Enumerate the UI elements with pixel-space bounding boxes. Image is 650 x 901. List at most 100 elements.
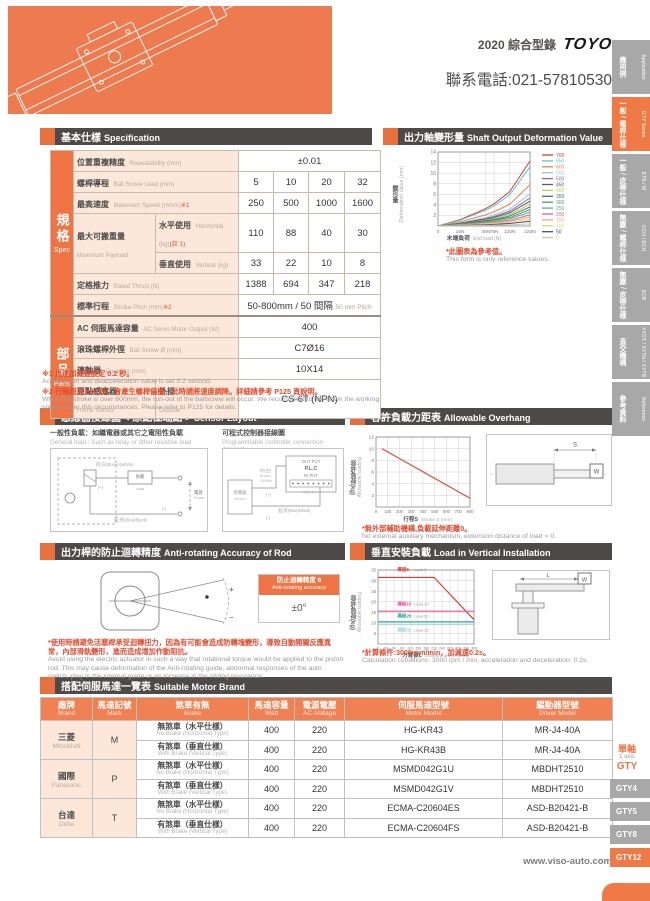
deform-y-axis-label: 變形量 Deformation Value (mm) <box>391 165 405 223</box>
sidebar-tab-xygt-xyth-xytb[interactable]: XYGT / XYTH / XYTB 直交機構 <box>612 325 650 379</box>
cell-value: MBDHT2510 <box>502 759 613 780</box>
sidebar-tab-ecb[interactable]: ECB 無塵 / 皮帶仕樣 <box>612 268 650 322</box>
svg-text:0: 0 <box>377 647 379 651</box>
svg-text:6: 6 <box>433 192 436 198</box>
cell-value: ASD-B20421-B <box>502 817 613 838</box>
svg-text:300: 300 <box>455 647 461 651</box>
motor-table-row: 台達 Delta T 無煞車（水平仕樣） No Brake (Horizontal Ty… <box>40 798 613 838</box>
row-label: 滾珠螺桿外徑 Ball Screw Ø (mm) <box>73 337 239 359</box>
spec-table: 規格 Spec 位置重複精度 Repeatability (mm) ±0.01 螺… <box>50 150 382 419</box>
corner-decoration <box>602 883 650 901</box>
model-tab-gty8[interactable]: GTY8 <box>610 825 650 844</box>
sidebar-tab-reference[interactable]: Reference 參考資料 <box>612 382 650 436</box>
motor-col-header: 馬達容量 Watt <box>248 697 295 721</box>
model-tab-gty12[interactable]: GTY12 <box>610 848 650 867</box>
svg-text:(White): (White) <box>260 479 273 483</box>
svg-text:12: 12 <box>430 160 436 166</box>
row-label: 定格推力 Rated Thrust (N) <box>73 273 239 295</box>
row-sublabel: 垂直使用 Vertical (kg) <box>155 252 239 274</box>
row-label: 位置重複精度 Repeatability (mm) <box>73 150 239 172</box>
vertical-note: *計算條件:3000rpm/min，加減速0.2s。 Calculation c… <box>362 648 589 664</box>
svg-text:5: 5 <box>374 631 377 636</box>
section-header-vertical: 垂直安裝負載 Load in Vertical Installation <box>350 543 612 560</box>
svg-text:270: 270 <box>447 647 453 651</box>
svg-text:0: 0 <box>556 235 559 241</box>
overhang-title-en: Allowable Overhang <box>444 413 531 423</box>
section-header-overhang: 容許負載力距表 Allowable Overhang <box>350 408 612 425</box>
svg-text:8: 8 <box>433 181 436 187</box>
svg-text:棕(白): 棕(白) <box>260 467 272 474</box>
svg-text:4 3 2 1 - +: 4 3 2 1 - + <box>303 491 319 495</box>
vertical-title-en: Load in Vertical Installation <box>434 548 551 558</box>
svg-text:Power: Power <box>194 496 205 500</box>
svg-text:14: 14 <box>430 150 436 156</box>
cell-value: 110 <box>238 213 274 253</box>
sensor-left-caption: 一般性負載：如繼電器或其它之電阻性負載 General load : Such … <box>50 430 192 446</box>
svg-text:360: 360 <box>471 647 477 651</box>
svg-text:600: 600 <box>443 509 451 514</box>
svg-text:0: 0 <box>375 509 378 514</box>
badge-value: ±0° <box>291 603 307 614</box>
svg-text:100: 100 <box>556 224 565 230</box>
row-label: AC 伺服馬達容量 AC Servo Motor Output (W) <box>73 315 239 338</box>
cell-value: 400 <box>237 315 382 338</box>
section-header-antirot: 出力桿的防止迴轉精度 Anti-rotating Accuracy of Rod <box>40 543 345 560</box>
svg-text:35: 35 <box>371 568 376 573</box>
brand-cell: 三菱 Mitsubishi <box>40 720 93 760</box>
model-tab-gty4[interactable]: GTY4 <box>610 779 650 798</box>
motor-col-header: 廠牌 Brand <box>40 697 93 721</box>
svg-text:(-): (-) <box>266 515 271 520</box>
cell-value: ECMA-C20604ES <box>344 798 503 819</box>
product-hero-image <box>8 6 332 114</box>
cell-value: 400 <box>248 739 295 760</box>
sidebar-tab-gch-ech[interactable]: GCH / ECH 無塵 / 螺桿仕樣 <box>612 211 650 265</box>
svg-text:500: 500 <box>556 176 565 182</box>
svg-text:Brown: Brown <box>260 474 271 478</box>
footer-website-link[interactable]: www.viso-auto.com <box>523 856 612 867</box>
cell-value: 8 <box>343 252 382 274</box>
svg-text:25: 25 <box>371 589 376 594</box>
cell-value: CS-6T (NPN) <box>237 379 382 419</box>
svg-text:350: 350 <box>556 194 565 200</box>
svg-text:15N: 15N <box>456 229 465 235</box>
cell-value: MSMD042G1U <box>344 759 503 780</box>
svg-text:200: 200 <box>396 509 404 514</box>
svg-text:150: 150 <box>415 647 421 651</box>
brake-cell: 有煞車（垂直仕樣） With Brake (Vertical Type) <box>136 817 249 838</box>
cell-value: 500 <box>273 192 309 214</box>
svg-text:90: 90 <box>400 647 404 651</box>
cell-value: 400 <box>248 778 295 799</box>
svg-text:180: 180 <box>423 647 429 651</box>
svg-text:210: 210 <box>431 647 437 651</box>
cell-value: 1388 <box>238 273 274 295</box>
toyo-logo: TOYO <box>561 36 614 53</box>
sidebar-tab-application[interactable]: Application 應用例 <box>612 40 650 94</box>
svg-text:15: 15 <box>371 610 376 615</box>
table-row: 垂直使用 Vertical (kg) 33 22 10 8 <box>51 252 382 274</box>
row-sublabel: 水平使用 Horizontal (kg)(註 1) <box>155 213 239 253</box>
svg-text:225N: 225N <box>524 229 536 235</box>
sidebar-tab-gty-series[interactable]: GTY Series 一般 / 螺桿仕樣 <box>612 97 650 151</box>
row-label: 最大可搬重量 Maximum Payload <box>73 213 156 274</box>
axis-series-label: 單軸 1 axis GTY <box>616 744 638 772</box>
contact-phone: 聯系電話:021-57810530 <box>445 72 612 89</box>
sidebar-tab-etb-m[interactable]: ETB / M 一般 / 皮帶仕樣 <box>612 154 650 208</box>
anti-rotating-accuracy-badge: 防止迴轉精度 θ Anti-rotating accuracy ±0° <box>258 574 340 623</box>
table-row: 最高速度 Maximum Speed (mm/s)※1 250 500 1000… <box>51 192 382 214</box>
motor-col-header: 伺服馬達型號 Motor Model <box>344 697 503 721</box>
svg-text:電源: 電源 <box>194 489 203 496</box>
footnote-gray: Acceleration and deacceleration value is… <box>42 378 212 385</box>
svg-text:負載: 負載 <box>136 473 145 480</box>
svg-text:50: 50 <box>556 230 562 236</box>
motor-table-row: 有煞車（垂直仕樣） With Brake (Vertical Type) 400 22… <box>41 817 613 838</box>
mark-cell: T <box>92 798 137 838</box>
model-tab-gty5[interactable]: GTY5 <box>610 802 650 821</box>
brand-cell: 國際 Panasonic <box>40 759 93 799</box>
svg-text:20: 20 <box>371 599 376 604</box>
table-row: 標準行程 Stroke Pitch (mm)※2 50-800mm / 50 間… <box>51 294 382 317</box>
svg-text:Moment arm L (mm): Moment arm L (mm) <box>425 653 469 659</box>
svg-text:8: 8 <box>371 458 374 464</box>
table-row: 螺桿導程 Ball Screw Lead (mm) 5 10 20 32 <box>51 171 382 193</box>
cell-value: 400 <box>248 759 295 780</box>
